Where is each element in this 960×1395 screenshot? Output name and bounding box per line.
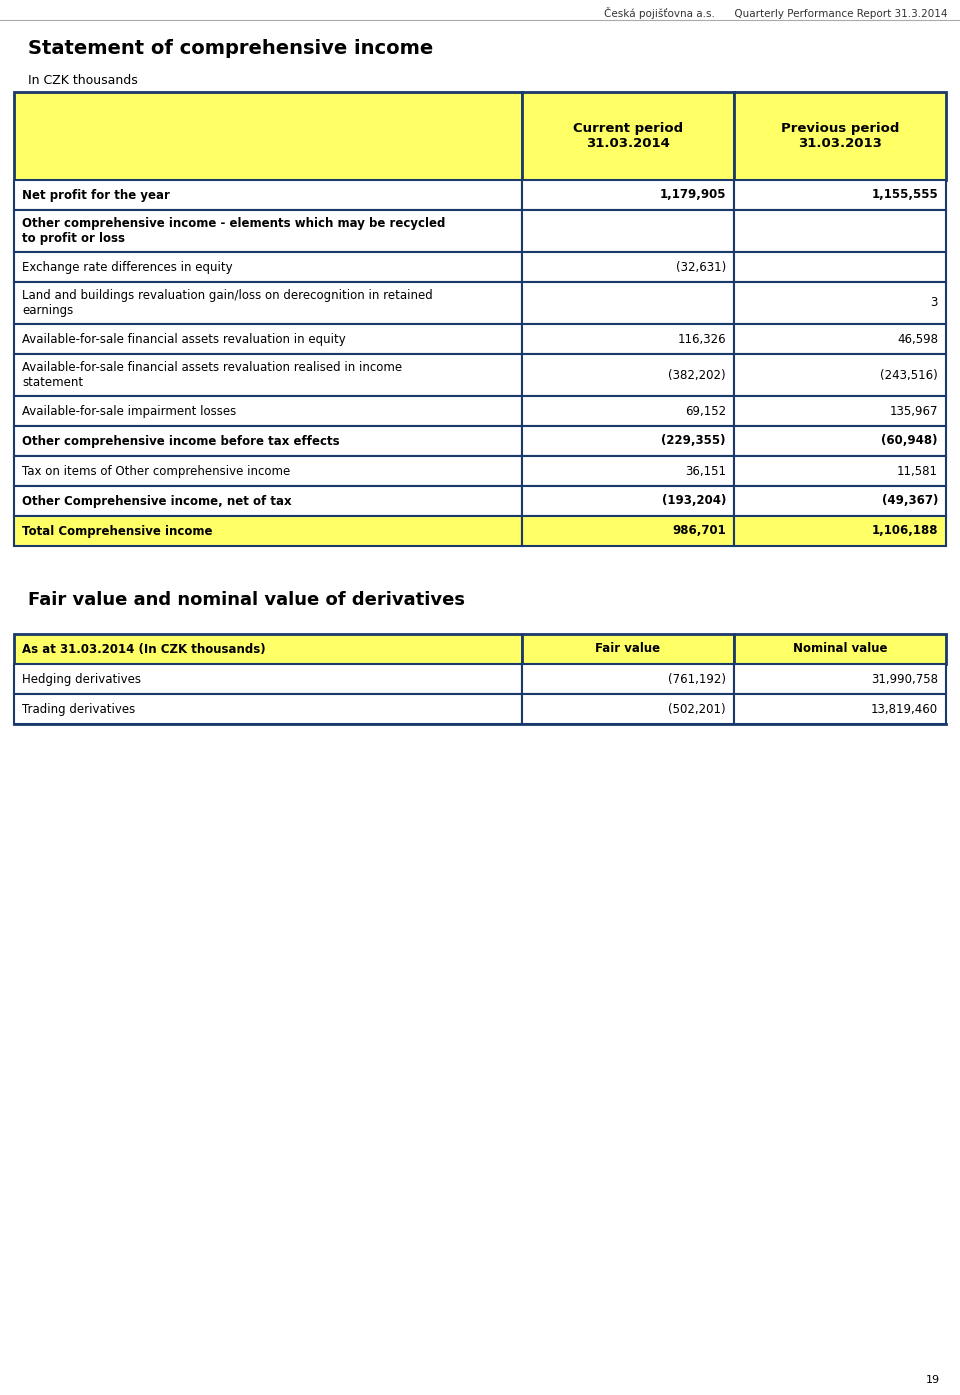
Bar	[14, 693, 522, 724]
Bar	[14, 354, 522, 396]
Bar	[522, 516, 734, 545]
Bar	[522, 485, 734, 516]
Bar	[522, 92, 734, 180]
Bar	[734, 211, 946, 252]
Bar	[522, 324, 734, 354]
Text: Nominal value: Nominal value	[793, 643, 887, 656]
Text: 3: 3	[930, 297, 938, 310]
Bar	[522, 282, 734, 324]
Bar	[734, 516, 946, 545]
Text: 31,990,758: 31,990,758	[871, 672, 938, 685]
Text: Current period
31.03.2014: Current period 31.03.2014	[573, 121, 684, 151]
Text: (382,202): (382,202)	[668, 368, 726, 381]
Text: Česká pojišťovna a.s.      Quarterly Performance Report 31.3.2014: Česká pojišťovna a.s. Quarterly Performa…	[605, 7, 948, 20]
Bar	[522, 211, 734, 252]
Text: 13,819,460: 13,819,460	[871, 703, 938, 716]
Text: 1,106,188: 1,106,188	[872, 525, 938, 537]
Text: (193,204): (193,204)	[661, 494, 726, 508]
Text: Other Comprehensive income, net of tax: Other Comprehensive income, net of tax	[22, 494, 292, 508]
Bar	[734, 664, 946, 693]
Text: Previous period
31.03.2013: Previous period 31.03.2013	[780, 121, 900, 151]
Text: (243,516): (243,516)	[880, 368, 938, 381]
Bar	[734, 633, 946, 664]
Text: (32,631): (32,631)	[676, 261, 726, 273]
Bar	[522, 252, 734, 282]
Text: Fair value and nominal value of derivatives: Fair value and nominal value of derivati…	[28, 591, 465, 610]
Text: Trading derivatives: Trading derivatives	[22, 703, 135, 716]
Bar	[734, 282, 946, 324]
Text: 19: 19	[925, 1375, 940, 1385]
Bar	[14, 664, 522, 693]
Text: Hedging derivatives: Hedging derivatives	[22, 672, 141, 685]
Bar	[522, 693, 734, 724]
Bar	[734, 180, 946, 211]
Bar	[522, 456, 734, 485]
Text: Other comprehensive income - elements which may be recycled
to profit or loss: Other comprehensive income - elements wh…	[22, 218, 445, 246]
Text: In CZK thousands: In CZK thousands	[28, 74, 137, 86]
Text: (60,948): (60,948)	[881, 434, 938, 448]
Bar	[14, 425, 522, 456]
Bar	[14, 633, 522, 664]
Text: Net profit for the year: Net profit for the year	[22, 188, 170, 201]
Bar	[522, 633, 734, 664]
Bar	[14, 456, 522, 485]
Bar	[522, 354, 734, 396]
Bar	[734, 693, 946, 724]
Bar	[522, 396, 734, 425]
Bar	[734, 425, 946, 456]
Bar	[734, 485, 946, 516]
Text: Statement of comprehensive income: Statement of comprehensive income	[28, 39, 433, 57]
Text: Total Comprehensive income: Total Comprehensive income	[22, 525, 212, 537]
Text: Exchange rate differences in equity: Exchange rate differences in equity	[22, 261, 232, 273]
Text: Available-for-sale impairment losses: Available-for-sale impairment losses	[22, 405, 236, 417]
Bar	[14, 324, 522, 354]
Bar	[14, 252, 522, 282]
Bar	[734, 324, 946, 354]
Bar	[734, 396, 946, 425]
Bar	[14, 485, 522, 516]
Text: Fair value: Fair value	[595, 643, 660, 656]
Text: 116,326: 116,326	[678, 332, 726, 346]
Bar	[734, 354, 946, 396]
Text: 1,179,905: 1,179,905	[660, 188, 726, 201]
Bar	[14, 282, 522, 324]
Bar	[14, 211, 522, 252]
Bar	[522, 180, 734, 211]
Text: Available-for-sale financial assets revaluation in equity: Available-for-sale financial assets reva…	[22, 332, 346, 346]
Text: As at 31.03.2014 (In CZK thousands): As at 31.03.2014 (In CZK thousands)	[22, 643, 266, 656]
Text: (49,367): (49,367)	[881, 494, 938, 508]
Bar	[522, 425, 734, 456]
Text: 11,581: 11,581	[897, 465, 938, 477]
Text: 46,598: 46,598	[897, 332, 938, 346]
Text: 986,701: 986,701	[672, 525, 726, 537]
Text: Land and buildings revaluation gain/loss on derecognition in retained
earnings: Land and buildings revaluation gain/loss…	[22, 289, 433, 317]
Bar	[522, 664, 734, 693]
Bar	[14, 516, 522, 545]
Text: Available-for-sale financial assets revaluation realised in income
statement: Available-for-sale financial assets reva…	[22, 361, 402, 389]
Bar	[734, 252, 946, 282]
Text: 1,155,555: 1,155,555	[872, 188, 938, 201]
Bar	[14, 180, 522, 211]
Bar	[14, 92, 522, 180]
Text: Tax on items of Other comprehensive income: Tax on items of Other comprehensive inco…	[22, 465, 290, 477]
Bar	[14, 396, 522, 425]
Text: Other comprehensive income before tax effects: Other comprehensive income before tax ef…	[22, 434, 340, 448]
Text: 36,151: 36,151	[685, 465, 726, 477]
Text: 135,967: 135,967	[890, 405, 938, 417]
Text: (502,201): (502,201)	[668, 703, 726, 716]
Bar	[734, 456, 946, 485]
Text: (229,355): (229,355)	[661, 434, 726, 448]
Bar	[734, 92, 946, 180]
Text: 69,152: 69,152	[684, 405, 726, 417]
Text: (761,192): (761,192)	[668, 672, 726, 685]
